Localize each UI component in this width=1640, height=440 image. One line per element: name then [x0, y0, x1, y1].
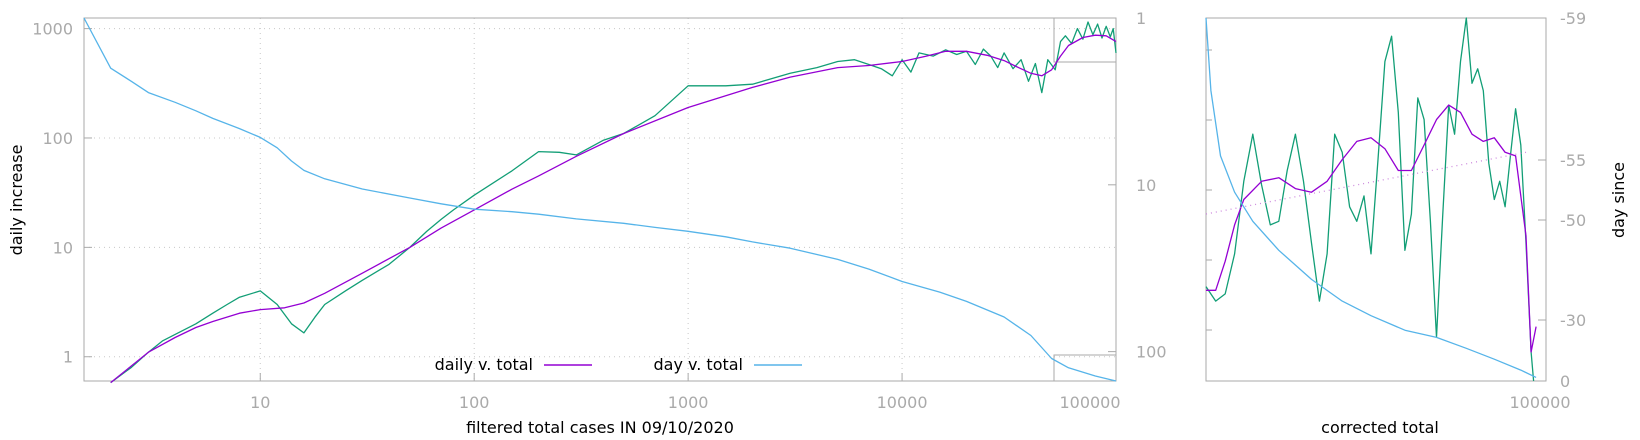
- x-tick-label: 10: [250, 393, 270, 412]
- series-line-day-since: [83, 17, 1117, 382]
- inset-y2-tick-label: -30: [1560, 311, 1586, 330]
- zoom-region-bottom: [1053, 354, 1117, 382]
- y-tick-label: 10: [53, 238, 73, 257]
- series-line-daily-raw: [110, 21, 1117, 384]
- y2-tick-label: 10: [1136, 176, 1156, 195]
- x-tick-label: 10000: [877, 393, 928, 412]
- series-line-daily-fit: [110, 34, 1117, 384]
- inset-ticks: -59 -55 -50 -30 0 100000: [1206, 9, 1586, 412]
- inset-series-line-day-since: [1205, 17, 1537, 378]
- inset-series-line-daily-raw: [1205, 17, 1535, 382]
- inset-y2-tick-label: -50: [1560, 211, 1586, 230]
- inset-chart: -59 -55 -50 -30 0 100000 corrected total day …: [1205, 9, 1628, 437]
- inset-series: [1205, 17, 1537, 382]
- main-grid: [84, 18, 1117, 381]
- main-legend: daily v. total day v. total: [435, 355, 802, 374]
- x-tick-label: 100: [459, 393, 490, 412]
- inset-series-line-trend: [1205, 151, 1527, 215]
- inset-y2-tick-label: -59: [1560, 9, 1586, 28]
- main-series: [83, 17, 1117, 384]
- main-y-axis-title: daily increase: [7, 145, 26, 256]
- y2-tick-label: 100: [1136, 343, 1167, 362]
- inset-x-tick-label: 100000: [1509, 393, 1570, 412]
- zoom-region-top: [1053, 17, 1117, 63]
- main-ticks: 10 100 1000 10000 100000 1 10 100 1000 1 10 100: [32, 9, 1166, 412]
- inset-plot-frame: [1205, 17, 1547, 382]
- y-tick-label: 100: [42, 129, 73, 148]
- y-tick-label: 1000: [32, 20, 73, 39]
- inset-x-axis-title: corrected total: [1321, 418, 1439, 437]
- inset-y2-tick-label: -55: [1560, 151, 1586, 170]
- x-tick-label: 100000: [1059, 393, 1120, 412]
- y2-tick-label: 1: [1136, 9, 1146, 28]
- main-plot-frame: [83, 17, 1117, 382]
- main-chart: 10 100 1000 10000 100000 1 10 100 1000 1 10 100 dai…: [7, 9, 1167, 437]
- inset-y2-axis-title: day since: [1609, 162, 1628, 238]
- y-tick-label: 1: [63, 348, 73, 367]
- x-tick-label: 1000: [668, 393, 709, 412]
- main-x-axis-title: filtered total cases IN 09/10/2020: [466, 418, 734, 437]
- inset-series-line-daily-fit: [1206, 104, 1537, 353]
- inset-y2-tick-label: 0: [1560, 372, 1570, 391]
- legend-label-daily: daily v. total: [435, 355, 533, 374]
- legend-label-day: day v. total: [654, 355, 744, 374]
